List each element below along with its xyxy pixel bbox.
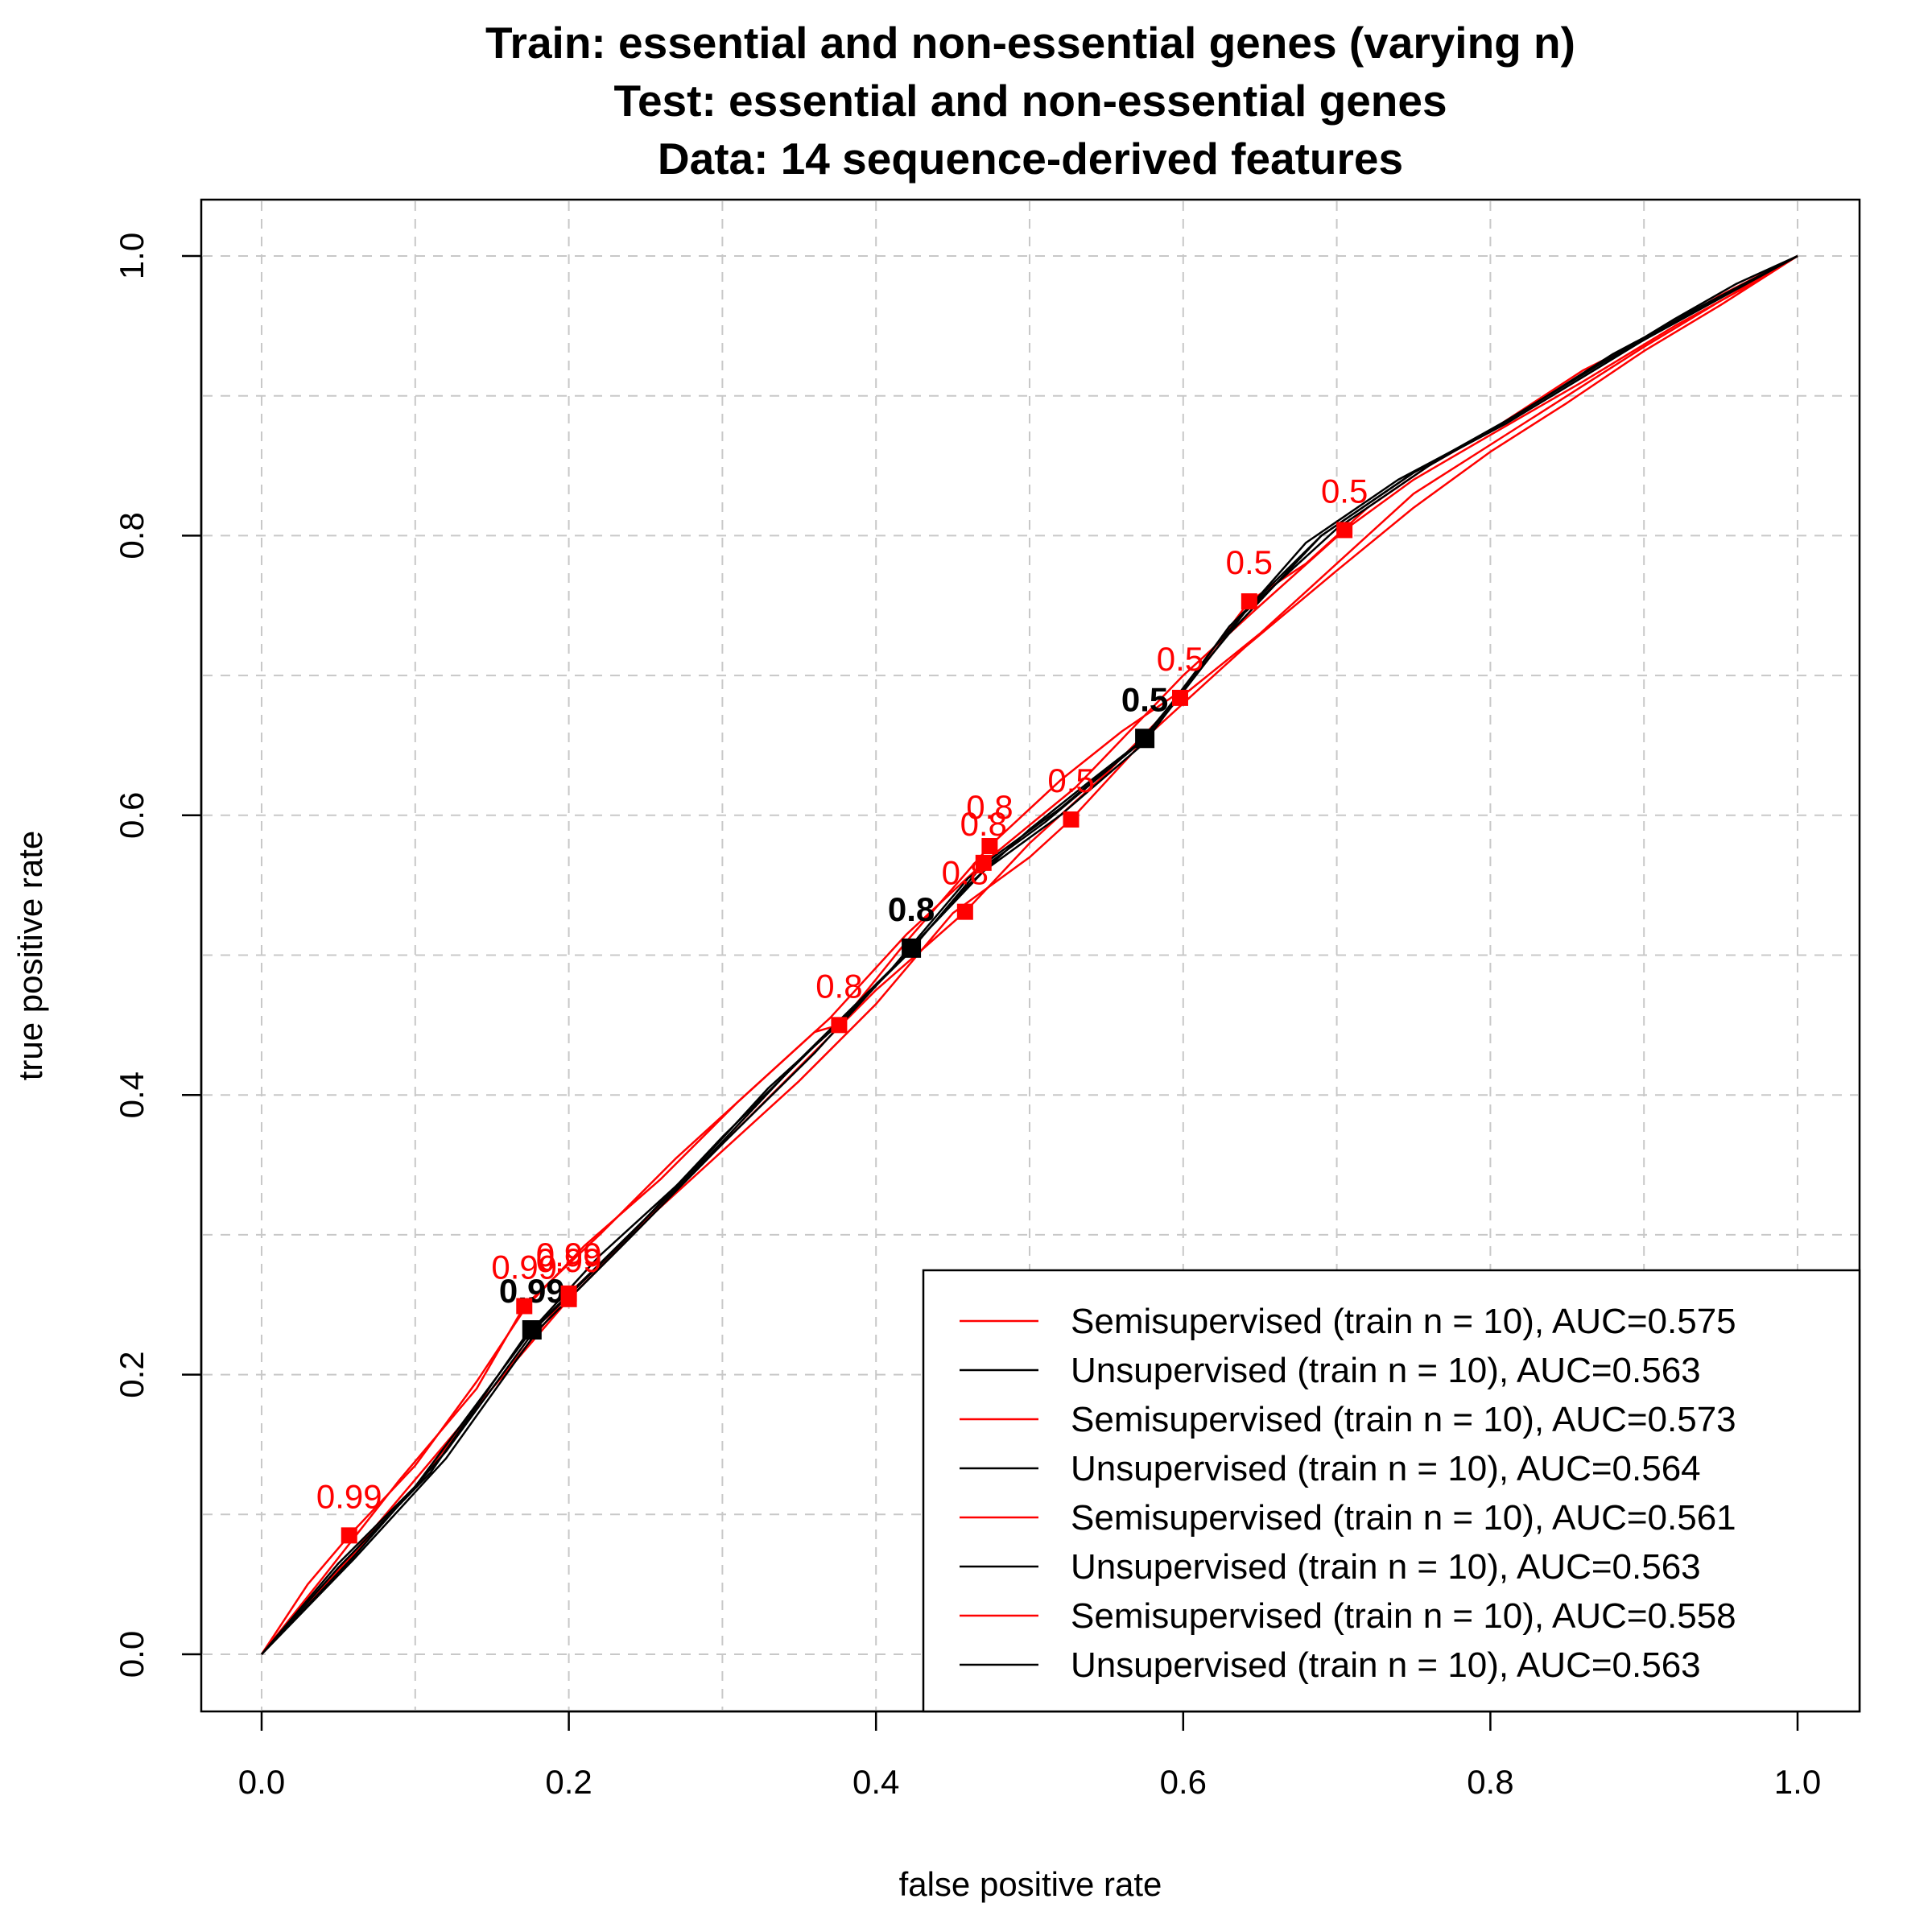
threshold-label: 0.8 [966,788,1013,826]
threshold-marker [1241,593,1257,610]
y-axis-title: true positive rate [11,831,49,1081]
threshold-label: 0.99 [536,1236,602,1274]
threshold-label: 0.5 [1321,472,1368,510]
threshold-marker [975,854,992,871]
threshold-markers: 0.99 0.8 0.5 0.99 0.8 0.5 0.99 0.8 0.5 0.99 0.8 0.5… [316,472,1368,1544]
threshold-marker [1171,689,1188,706]
legend-entry-label: Unsupervised (train n = 10), AUC=0.564 [1071,1449,1701,1488]
threshold-marker [516,1298,533,1315]
x-tick-label: 0.2 [545,1763,592,1801]
x-tick-label: 0.0 [238,1763,285,1801]
y-tick-label: 0.6 [113,792,151,839]
legend-entry-label: Unsupervised (train n = 10), AUC=0.563 [1071,1351,1701,1390]
threshold-label: 0.8 [888,890,935,928]
legend: Semisupervised (train n = 10), AUC=0.575… [922,1269,1861,1713]
threshold-marker [1336,522,1353,539]
threshold-label: 0.5 [1226,543,1273,581]
roc-curves [260,254,1798,1655]
threshold-label: 0.5 [1047,762,1094,799]
legend-box [922,1269,1861,1713]
y-axis: 0.0 0.2 0.4 0.6 0.8 1.0 [113,233,203,1678]
y-tick-label: 1.0 [113,233,151,279]
threshold-label: 0.8 [942,854,989,892]
legend-entry-label: Unsupervised (train n = 10), AUC=0.563 [1071,1645,1701,1685]
x-tick-label: 0.6 [1160,1763,1207,1801]
roc-curve-8 [261,254,1798,1655]
threshold-marker [1063,811,1080,828]
x-tick-label: 0.8 [1467,1763,1513,1801]
threshold-label: 0.99 [316,1477,382,1515]
threshold-marker [1135,729,1155,749]
threshold-label: 0.5 [1121,680,1168,718]
threshold-marker [981,838,998,855]
threshold-label: 0.5 [1157,640,1203,678]
y-tick-label: 0.0 [113,1631,151,1678]
chart-title-line-3: Data: 14 sequence-derived features [658,134,1403,184]
threshold-marker [341,1527,357,1544]
threshold-marker [560,1285,577,1302]
threshold-label: 0.8 [960,805,1007,843]
x-axis-title: false positive rate [899,1865,1162,1903]
chart-title-line-1: Train: essential and non-essential genes… [485,18,1575,68]
threshold-marker [831,1017,848,1034]
x-tick-label: 0.4 [852,1763,899,1801]
legend-entry-label: Semisupervised (train n = 10), AUC=0.558 [1071,1596,1736,1636]
threshold-label: 0.99 [491,1248,557,1286]
legend-entry-label: Unsupervised (train n = 10), AUC=0.563 [1071,1547,1701,1587]
y-tick-label: 0.8 [113,512,151,559]
y-tick-label: 0.2 [113,1351,151,1397]
legend-entry-label: Semisupervised (train n = 10), AUC=0.573 [1071,1400,1736,1439]
threshold-label: 0.99 [536,1241,602,1279]
roc-curve-6 [261,254,1798,1655]
threshold-marker [522,1320,542,1340]
chart-title-line-2: Test: essential and non-essential genes [613,76,1447,126]
x-tick-label: 1.0 [1774,1763,1821,1801]
legend-entry-label: Semisupervised (train n = 10), AUC=0.561 [1071,1498,1736,1538]
threshold-label: 0.8 [815,967,862,1005]
threshold-marker [956,903,973,920]
threshold-marker [902,938,922,958]
y-tick-label: 0.4 [113,1071,151,1118]
legend-entry-label: Semisupervised (train n = 10), AUC=0.575 [1071,1302,1736,1341]
